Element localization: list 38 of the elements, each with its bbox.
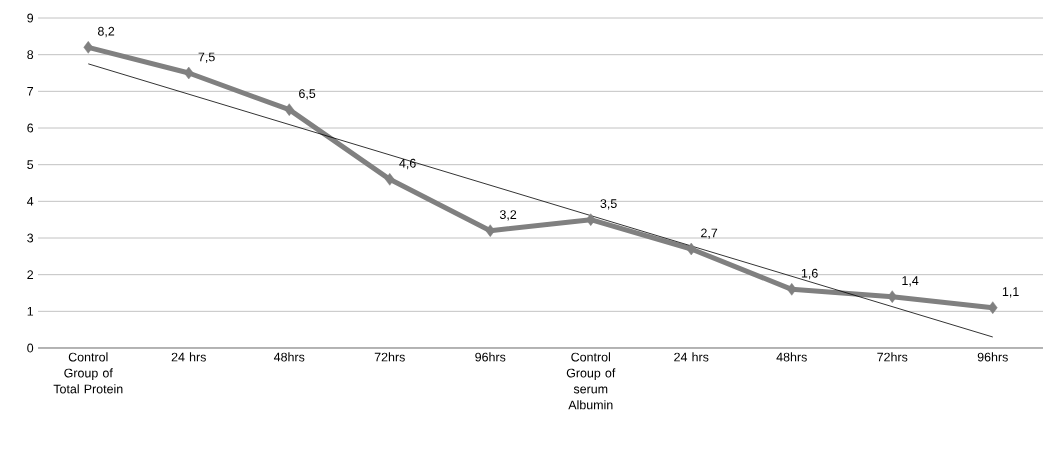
- y-tick-label: 4: [27, 197, 34, 206]
- point: [83, 41, 93, 54]
- x-tick-label: 96hrs: [475, 352, 506, 362]
- y-tick-label: 2: [27, 270, 34, 280]
- x-tick-label: 24 hrs: [674, 352, 709, 362]
- x-tick-label: Control Group of Total Protein: [53, 352, 123, 394]
- y-tick-label: 8: [27, 50, 34, 60]
- point: [284, 103, 294, 116]
- x-tick-label: Control Group of serum Albumin: [566, 352, 616, 410]
- data-label: 8,2: [97, 26, 115, 38]
- y-tick-label: 7: [27, 87, 34, 96]
- data-label: 1,6: [801, 268, 818, 280]
- data-label: 6,5: [299, 89, 316, 100]
- data-label: 3,2: [499, 210, 517, 221]
- x-tick-label: 24 hrs: [171, 352, 206, 362]
- x-tick-label: 72hrs: [877, 352, 908, 362]
- x-tick-label: 72hrs: [374, 352, 405, 362]
- x-tick-label: 96hrs: [977, 352, 1008, 362]
- y-tick-label: 5: [27, 160, 34, 170]
- data-label: 3,5: [600, 199, 617, 210]
- point: [485, 224, 495, 237]
- data-label: 1,1: [1002, 287, 1019, 298]
- data-label: 4,6: [399, 158, 416, 170]
- point: [988, 301, 998, 314]
- point: [385, 173, 395, 186]
- data-label: 1,4: [902, 276, 919, 287]
- y-tick-label: 9: [27, 13, 34, 23]
- y-tick-label: 0: [27, 343, 34, 353]
- y-tick-label: 3: [27, 233, 34, 243]
- data-label: 7,5: [198, 52, 215, 63]
- data-label: 2,7: [701, 228, 718, 239]
- point: [686, 242, 696, 256]
- y-tick-label: 6: [27, 123, 34, 133]
- y-tick-label: 1: [27, 307, 34, 316]
- x-tick-label: 48hrs: [776, 352, 807, 362]
- point: [586, 213, 596, 226]
- x-tick-label: 48hrs: [273, 352, 305, 362]
- point: [184, 66, 194, 80]
